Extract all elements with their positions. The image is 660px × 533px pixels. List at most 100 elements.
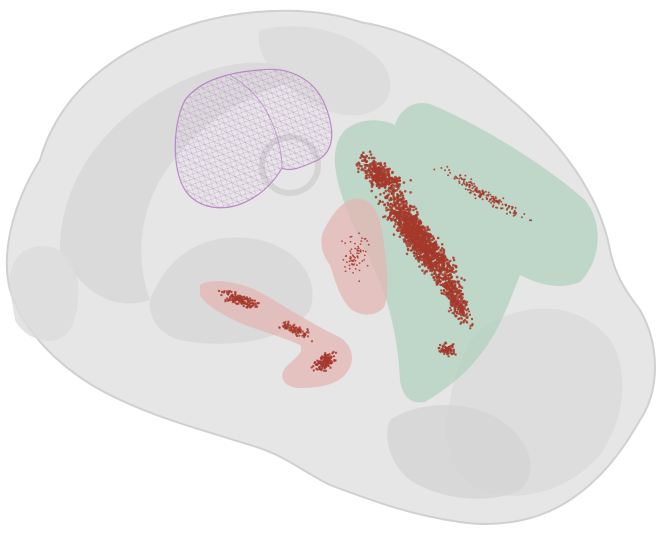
- cell-dot: [319, 357, 323, 360]
- cell-dot: [418, 265, 421, 268]
- cell-dot: [497, 202, 500, 205]
- cell-dot: [439, 276, 442, 279]
- cell-dot: [318, 365, 321, 369]
- cell-dot: [454, 295, 457, 298]
- cell-dot: [452, 263, 455, 267]
- cell-dot: [331, 361, 334, 364]
- cell-dot: [341, 240, 343, 243]
- cell-dot: [415, 245, 419, 248]
- cell-dot: [382, 215, 385, 219]
- cell-dot: [390, 208, 394, 211]
- cell-dot: [464, 174, 467, 177]
- cell-dot: [451, 267, 455, 270]
- cell-dot: [423, 246, 427, 250]
- cell-dot: [398, 203, 401, 207]
- cell-dot: [378, 178, 381, 181]
- cell-dot: [405, 205, 408, 208]
- cell-dot: [457, 292, 461, 295]
- cell-dot: [252, 302, 255, 306]
- cell-dot: [350, 248, 353, 251]
- cell-dot: [474, 197, 477, 200]
- cell-dot: [427, 235, 431, 238]
- cell-dot: [412, 225, 416, 229]
- cell-dot: [234, 301, 237, 304]
- cell-dot: [352, 272, 354, 274]
- cell-dot: [464, 188, 467, 191]
- cell-dot: [409, 249, 413, 252]
- cell-dot: [361, 237, 363, 240]
- cell-dot: [356, 264, 358, 266]
- cell-dot: [414, 207, 418, 211]
- cell-dot: [226, 299, 230, 302]
- cell-dot: [447, 286, 450, 289]
- cell-dot: [416, 231, 420, 234]
- cell-dot: [288, 328, 291, 331]
- cell-dot: [380, 173, 384, 177]
- cell-dot: [446, 165, 449, 168]
- cell-dot: [491, 200, 494, 203]
- cell-dot: [390, 180, 394, 183]
- cell-dot: [463, 314, 466, 317]
- cell-dot: [356, 256, 359, 259]
- cell-dot: [448, 273, 451, 277]
- cell-dot: [451, 304, 454, 308]
- cell-dot: [242, 298, 245, 301]
- cell-dot: [445, 261, 449, 265]
- cell-dot: [449, 171, 452, 174]
- cell-dot: [363, 259, 366, 261]
- cell-dot: [500, 200, 503, 203]
- cell-dot: [409, 228, 412, 232]
- cell-dot: [454, 175, 457, 178]
- cell-dot: [435, 256, 439, 260]
- cell-dot: [403, 213, 407, 217]
- cell-dot: [458, 285, 461, 289]
- cell-dot: [447, 174, 450, 177]
- cell-dot: [414, 216, 418, 220]
- cell-dot: [465, 181, 468, 184]
- cell-dot: [397, 198, 401, 202]
- cell-dot: [392, 233, 396, 236]
- cell-dot: [403, 240, 406, 243]
- cell-dot: [404, 221, 408, 225]
- cell-dot: [469, 327, 472, 330]
- cell-dot: [415, 210, 419, 214]
- cell-dot: [307, 331, 310, 334]
- cell-dot: [472, 190, 475, 193]
- cell-dot: [434, 265, 438, 268]
- cell-dot: [284, 320, 287, 323]
- cell-dot: [487, 191, 490, 194]
- cell-dot: [493, 201, 496, 204]
- cell-dot: [291, 331, 294, 334]
- cell-dot: [462, 178, 465, 181]
- cell-dot: [433, 278, 437, 282]
- cell-dot: [410, 205, 414, 209]
- cell-dot: [385, 206, 388, 210]
- cell-dot: [324, 362, 327, 366]
- cell-dot: [428, 263, 432, 266]
- cell-dot: [501, 207, 504, 210]
- cell-dot: [407, 243, 410, 246]
- cell-dot: [395, 217, 398, 221]
- cell-dot: [459, 174, 462, 177]
- cell-dot: [406, 213, 409, 217]
- cell-dot: [453, 177, 456, 180]
- cell-dot: [398, 229, 402, 232]
- cell-dot: [348, 264, 351, 267]
- cell-dot: [354, 242, 356, 245]
- cell-dot: [465, 320, 468, 323]
- cell-dot: [370, 189, 374, 193]
- cell-dot: [370, 156, 374, 160]
- cell-dot: [245, 302, 248, 306]
- cell-dot: [378, 167, 382, 170]
- cell-dot: [428, 228, 431, 232]
- cell-dot: [434, 246, 438, 249]
- cell-dot: [359, 156, 362, 160]
- cell-dot: [455, 275, 459, 279]
- cell-dot: [383, 164, 387, 168]
- cell-dot: [235, 298, 238, 301]
- cell-dot: [377, 202, 381, 206]
- cell-dot: [324, 358, 327, 361]
- cell-dot: [310, 340, 314, 343]
- cell-dot: [370, 167, 374, 171]
- cell-dot: [490, 195, 493, 198]
